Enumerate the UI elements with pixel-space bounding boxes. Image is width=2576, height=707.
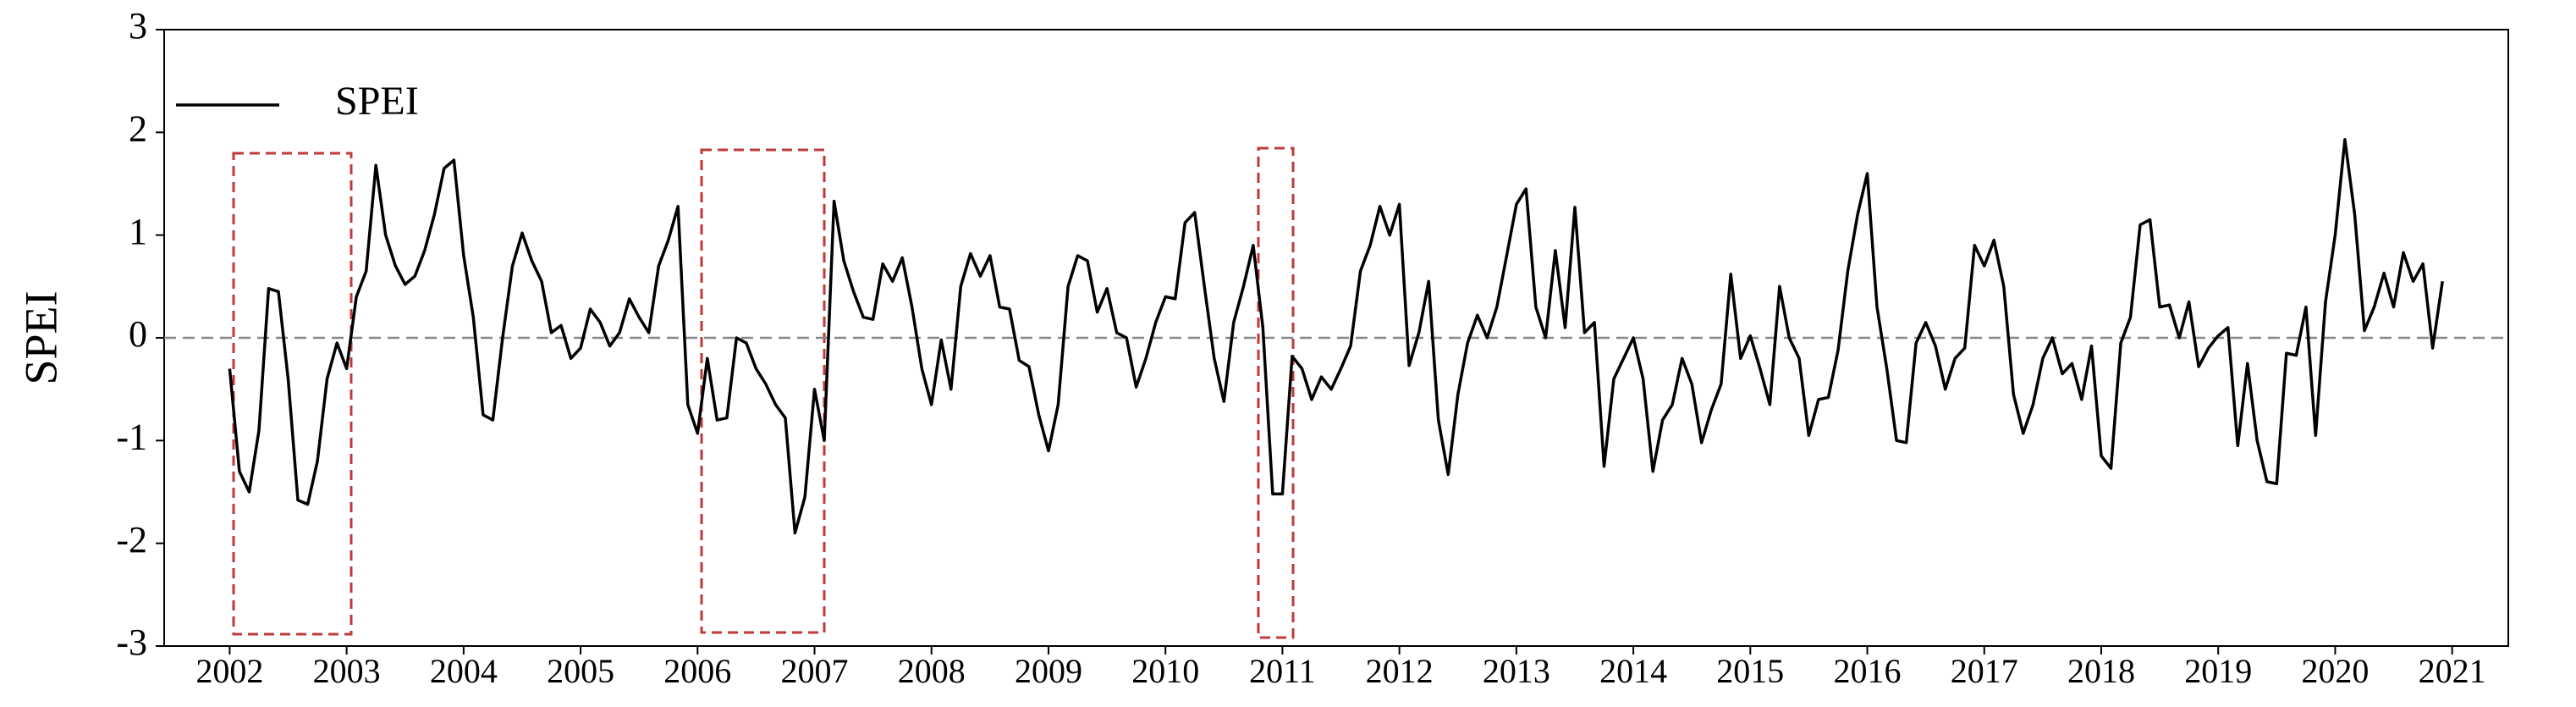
x-tick-label: 2014 [1599, 652, 1667, 690]
y-tick-label: -1 [116, 416, 147, 457]
y-tick-label: 0 [129, 313, 147, 355]
x-tick-label: 2017 [1951, 652, 2018, 690]
highlight-box [232, 152, 353, 636]
x-tick-label: 2011 [1249, 652, 1316, 690]
x-tick-label: 2003 [313, 652, 381, 690]
x-tick-label: 2013 [1483, 652, 1550, 690]
x-tick-label: 2007 [781, 652, 849, 690]
x-tick-label: 2010 [1131, 652, 1199, 690]
x-tick-label: 2020 [2301, 652, 2369, 690]
y-tick-label: -2 [116, 519, 147, 561]
x-tick-label: 2004 [430, 652, 498, 690]
y-tick-label: 2 [129, 108, 147, 149]
data-line [228, 138, 2444, 535]
x-tick-label: 2018 [2067, 652, 2135, 690]
y-axis-label: SPEI [15, 290, 66, 384]
y-tick-label: -3 [116, 621, 147, 663]
x-tick-label: 2019 [2184, 652, 2252, 690]
x-tick-label: 2021 [2419, 652, 2486, 690]
x-tick-label: 2008 [898, 652, 966, 690]
y-tick-label: 3 [129, 5, 147, 47]
x-tick-label: 2015 [1716, 652, 1784, 690]
x-tick-label: 2012 [1366, 652, 1434, 690]
x-tick-label: 2002 [195, 652, 263, 690]
legend-label: SPEI [335, 79, 419, 124]
x-tick-label: 2009 [1015, 652, 1082, 690]
x-tick-label: 2005 [547, 652, 614, 690]
highlight-box [700, 148, 826, 634]
x-tick-label: 2006 [663, 652, 731, 690]
y-tick-label: 1 [129, 211, 147, 252]
highlight-box [1257, 146, 1295, 639]
x-tick-label: 2016 [1834, 652, 1902, 690]
